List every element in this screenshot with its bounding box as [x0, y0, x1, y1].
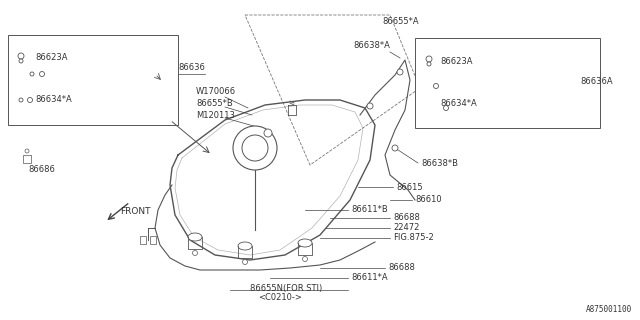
- Circle shape: [233, 126, 277, 170]
- Text: 86634*A: 86634*A: [440, 99, 477, 108]
- Bar: [23, 155, 31, 163]
- Text: 86655*B: 86655*B: [196, 100, 233, 108]
- Circle shape: [303, 257, 307, 261]
- Bar: [8, 35, 178, 125]
- Text: 86610: 86610: [415, 196, 442, 204]
- Text: 86623A: 86623A: [35, 53, 67, 62]
- Ellipse shape: [188, 233, 202, 241]
- Text: 86636A: 86636A: [580, 77, 612, 86]
- Text: 86636: 86636: [178, 63, 205, 73]
- Text: 86686: 86686: [28, 165, 55, 174]
- Text: M120113: M120113: [196, 111, 235, 121]
- Text: 86655*A: 86655*A: [382, 18, 419, 27]
- Circle shape: [18, 53, 24, 59]
- Circle shape: [367, 103, 373, 109]
- Text: 86611*B: 86611*B: [351, 205, 388, 214]
- Text: 86688: 86688: [388, 263, 415, 273]
- Circle shape: [25, 149, 29, 153]
- Text: 86638*A: 86638*A: [353, 41, 390, 50]
- Text: 86615: 86615: [396, 182, 422, 191]
- Circle shape: [19, 98, 23, 102]
- Circle shape: [242, 135, 268, 161]
- Circle shape: [243, 260, 248, 265]
- Text: 86634*A: 86634*A: [35, 95, 72, 105]
- Circle shape: [28, 98, 33, 102]
- Bar: [150, 236, 156, 244]
- Text: 86611*A: 86611*A: [351, 274, 388, 283]
- Circle shape: [426, 56, 432, 62]
- Circle shape: [264, 129, 272, 137]
- Text: 86623A: 86623A: [440, 58, 472, 67]
- Text: 22472: 22472: [393, 223, 419, 233]
- Circle shape: [392, 145, 398, 151]
- Circle shape: [444, 106, 449, 110]
- Text: <C0210->: <C0210->: [258, 293, 302, 302]
- Text: FIG.875-2: FIG.875-2: [393, 234, 434, 243]
- Text: FRONT: FRONT: [120, 206, 150, 215]
- Circle shape: [40, 71, 45, 76]
- Text: 86638*B: 86638*B: [421, 158, 458, 167]
- Bar: [140, 236, 146, 244]
- Circle shape: [193, 251, 198, 255]
- Text: W170066: W170066: [196, 87, 236, 97]
- Ellipse shape: [238, 242, 252, 250]
- Text: 86655N(FOR STI): 86655N(FOR STI): [250, 284, 323, 292]
- Bar: [415, 38, 600, 128]
- Text: 86688: 86688: [393, 213, 420, 222]
- Circle shape: [433, 84, 438, 89]
- Circle shape: [19, 59, 23, 63]
- Text: A875001100: A875001100: [586, 305, 632, 314]
- Circle shape: [427, 62, 431, 66]
- Ellipse shape: [298, 239, 312, 247]
- Circle shape: [397, 69, 403, 75]
- Circle shape: [30, 72, 34, 76]
